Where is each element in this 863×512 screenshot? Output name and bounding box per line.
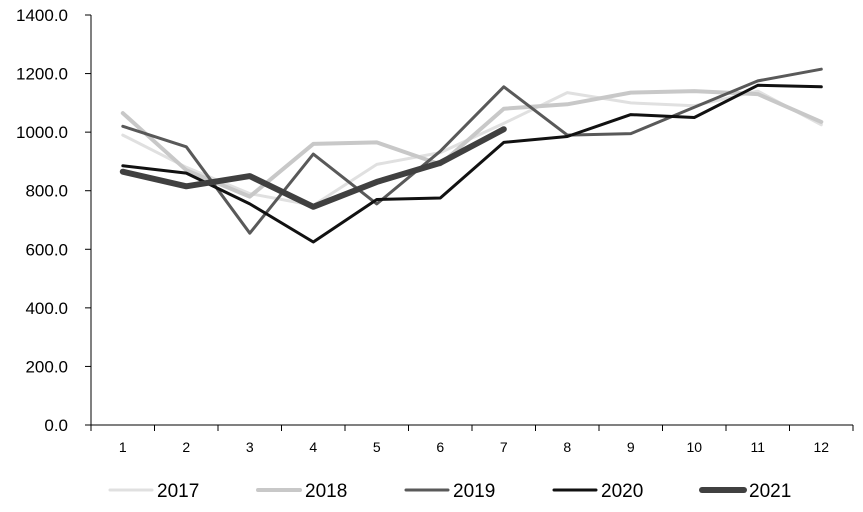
x-tick-label: 10 (686, 439, 702, 455)
series-line-2018 (120, 89, 824, 199)
x-tick-label: 7 (500, 439, 508, 455)
y-tick-label: 1400.0 (16, 6, 68, 25)
series-line-2020 (121, 83, 823, 244)
y-tick-label: 400.0 (25, 299, 68, 318)
x-tick-label: 8 (563, 439, 571, 455)
y-tick-label: 1000.0 (16, 123, 68, 142)
y-axis: 0.0 200.0 400.0 600.0 800.0 1000.0 1200.0 1400.… (16, 6, 92, 435)
legend: 2017 2018 2019 2020 2021 (108, 481, 791, 502)
series-line-2021 (119, 126, 507, 210)
y-tick-label: 200.0 (25, 357, 68, 376)
x-tick-label: 3 (246, 439, 254, 455)
legend-label-2019: 2019 (453, 481, 495, 502)
y-tick-label: 800.0 (25, 182, 68, 201)
series-line-2019 (121, 67, 823, 235)
y-tick-label: 1200.0 (16, 65, 68, 84)
y-tick-label: 0.0 (44, 416, 68, 435)
legend-label-2021: 2021 (749, 481, 791, 502)
x-tick-label: 9 (627, 439, 635, 455)
x-axis: 1 2 3 4 5 6 7 8 9 10 11 12 (90, 424, 854, 455)
x-tick-label: 6 (436, 439, 444, 455)
x-tick-label: 11 (750, 439, 765, 455)
legend-label-2017: 2017 (157, 481, 199, 502)
x-tick-label: 4 (309, 439, 317, 455)
x-tick-label: 1 (119, 439, 127, 455)
x-tick-label: 5 (373, 439, 381, 455)
y-tick-label: 600.0 (25, 240, 68, 259)
x-tick-label: 12 (813, 439, 829, 455)
legend-label-2018: 2018 (305, 481, 347, 502)
series-lines (119, 67, 824, 244)
legend-label-2020: 2020 (601, 481, 643, 502)
x-tick-label: 2 (182, 439, 190, 455)
